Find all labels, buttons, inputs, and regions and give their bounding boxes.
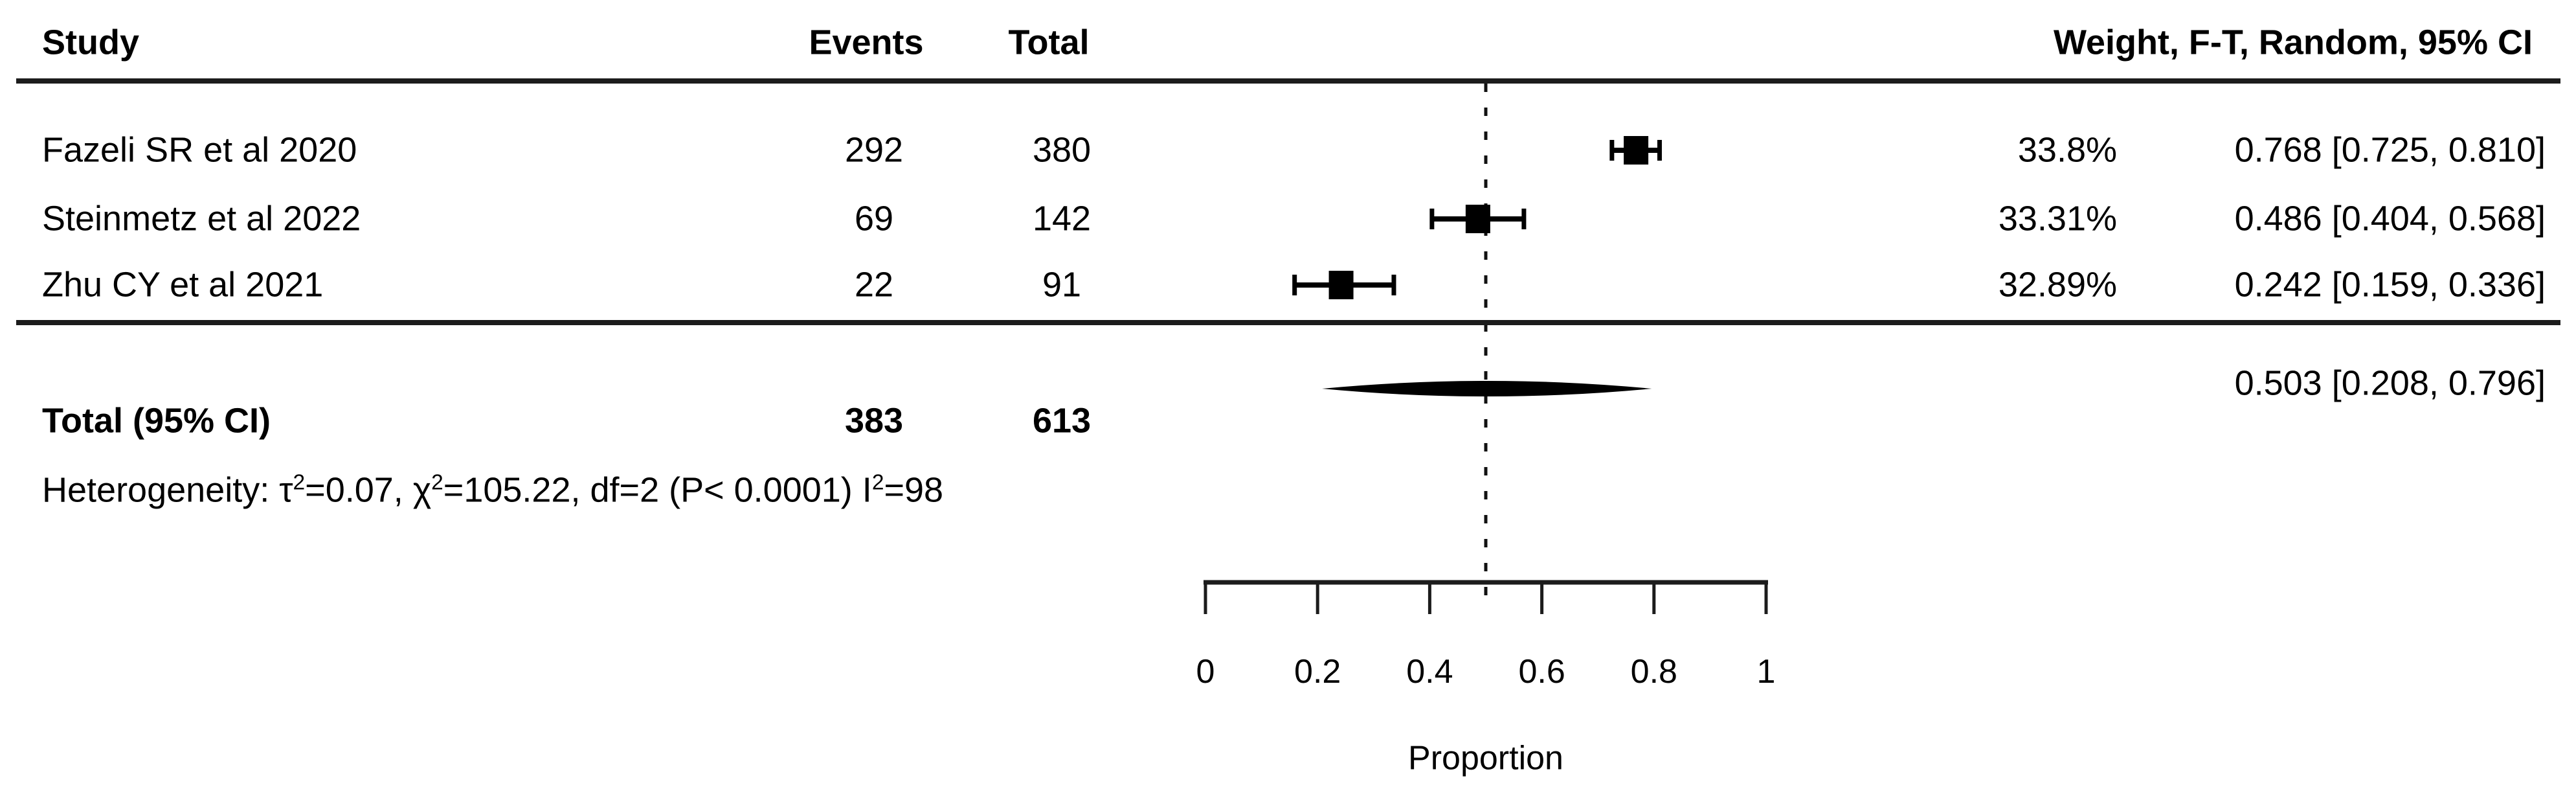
x-axis-title: Proportion (1408, 739, 1563, 777)
pooled-label: Total (95% CI) (42, 401, 271, 440)
pooled-ci-text: 0.503 [0.208, 0.796] (2234, 363, 2546, 403)
heterogeneity-seg: =105.22, df=2 (P< 0.0001) I (443, 470, 872, 510)
pooled-total: 613 (1032, 401, 1092, 440)
heterogeneity-sup: 2 (293, 470, 306, 495)
x-tick-label: 1 (1756, 653, 1776, 691)
study-marker (1624, 136, 1649, 165)
study-name: Fazeli SR et al 2020 (42, 130, 357, 170)
column-header-weight-ci: Weight, F-T, Random, 95% CI (2053, 23, 2533, 62)
study-events: 292 (844, 130, 904, 170)
heterogeneity-note: Heterogeneity: τ2=0.07, χ2=105.22, df=2 … (42, 471, 943, 509)
column-header-study: Study (42, 23, 140, 62)
column-header-events: Events (809, 23, 924, 62)
pooled-events: 383 (844, 401, 904, 440)
study-events: 22 (854, 265, 894, 304)
heterogeneity-seg: =0.07, χ (305, 470, 432, 510)
separator-line-top (16, 78, 2560, 84)
study-weight: 33.8% (2017, 130, 2117, 170)
x-tick-label: 0.2 (1294, 653, 1341, 691)
x-tick-label: 0.4 (1406, 653, 1453, 691)
study-weight: 33.31% (1998, 199, 2117, 238)
heterogeneity-sup: 2 (431, 470, 443, 495)
study-total: 91 (1042, 265, 1082, 304)
column-header-total: Total (1008, 23, 1090, 62)
heterogeneity-sup: 2 (871, 470, 884, 495)
summary-diamond (1322, 381, 1652, 396)
study-name: Steinmetz et al 2022 (42, 199, 361, 238)
study-name: Zhu CY et al 2021 (42, 265, 324, 304)
heterogeneity-seg: Heterogeneity: τ (42, 470, 293, 510)
study-ci-text: 0.242 [0.159, 0.336] (2234, 265, 2546, 304)
study-events: 69 (854, 199, 894, 238)
study-ci-text: 0.768 [0.725, 0.810] (2234, 130, 2546, 170)
study-marker (1465, 205, 1490, 233)
x-tick-label: 0.6 (1518, 653, 1565, 691)
study-total: 380 (1032, 130, 1092, 170)
x-tick-label: 0 (1196, 653, 1215, 691)
study-marker (1328, 271, 1354, 299)
separator-line-middle (16, 320, 2560, 325)
study-total: 142 (1032, 199, 1092, 238)
x-tick-label: 0.8 (1630, 653, 1677, 691)
study-ci-text: 0.486 [0.404, 0.568] (2234, 199, 2546, 238)
heterogeneity-seg: =98 (884, 470, 944, 510)
study-weight: 32.89% (1998, 265, 2117, 304)
